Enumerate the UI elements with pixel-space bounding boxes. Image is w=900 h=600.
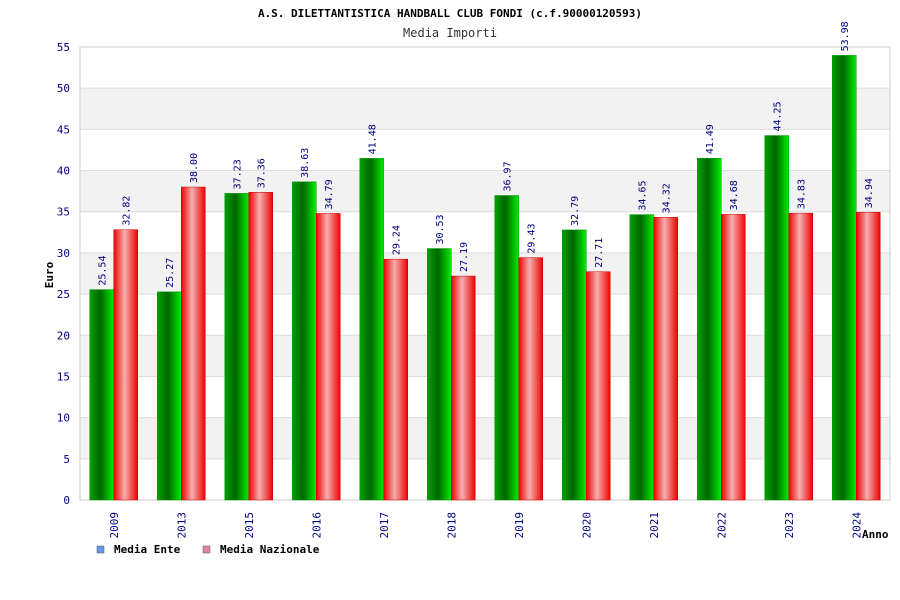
bar-media-nazionale-2022 [721,214,746,501]
value-label-media-ente-2023: 44.25 [773,101,784,131]
value-label-media-ente-2015: 37.23 [233,159,244,189]
grid [80,46,890,501]
value-label-media-nazionale-2013: 38.00 [189,153,200,183]
value-label-media-ente-2022: 41.49 [705,124,716,154]
bar-media-ente-2009 [89,289,114,501]
bar-media-ente-2023 [764,135,789,501]
y-tick-label: 0 [63,494,70,507]
value-label-media-nazionale-2023: 34.83 [797,179,808,209]
y-axis-title: Euro [43,261,56,288]
legend-label-media-ente: Media Ente [114,543,181,556]
value-label-media-nazionale-2024: 34.94 [864,178,875,208]
bar-media-nazionale-2013 [181,186,206,501]
value-label-media-ente-2017: 41.48 [368,124,379,154]
bar-media-ente-2019 [494,195,519,501]
value-label-media-nazionale-2018: 27.19 [459,242,470,272]
bar-media-nazionale-2018 [451,275,476,501]
x-tick-label-2019: 2019 [513,512,526,539]
bar-media-nazionale-2020 [586,271,611,501]
value-label-media-ente-2019: 36.97 [503,161,514,191]
legend-swatch-media-nazionale [202,545,211,554]
x-tick-label-2015: 2015 [243,512,256,539]
value-label-media-nazionale-2009: 32.82 [122,196,133,226]
value-label-media-nazionale-2022: 34.68 [729,180,740,210]
plot-frame [79,46,891,501]
value-labels: 25.54 32.82 25.27 38.00 37.23 37.36 38.63 34.79… [98,21,876,288]
legend-swatch-media-ente [96,545,105,554]
y-tick-label: 55 [57,41,70,54]
y-tick-label: 40 [57,165,70,178]
y-tick-label: 50 [57,82,70,95]
bar-media-ente-2024 [832,55,857,501]
bar-media-ente-2016 [292,181,317,501]
x-tick-label-2017: 2017 [378,512,391,539]
bar-media-ente-2017 [359,158,384,501]
value-label-media-ente-2021: 34.65 [638,181,649,211]
value-label-media-nazionale-2019: 29.43 [527,223,538,253]
value-label-media-nazionale-2021: 34.32 [662,183,673,213]
bar-media-ente-2015 [224,193,249,501]
x-tick-label-2021: 2021 [648,512,661,539]
bar-media-nazionale-2017 [383,258,408,501]
bar-media-nazionale-2023 [788,212,813,501]
chart-subtitle: Media Importi [403,26,497,40]
value-label-media-nazionale-2020: 27.71 [594,238,605,268]
x-tick-label-2020: 2020 [580,512,593,539]
value-label-media-ente-2020: 32.79 [570,196,581,226]
y-axis: 0 5 10 15 20 25 30 35 40 45 50 55 [57,41,891,507]
bar-media-ente-2013 [157,291,182,501]
value-label-media-nazionale-2015: 37.36 [257,158,268,188]
value-label-media-ente-2024: 53.98 [840,21,851,51]
bar-media-nazionale-2019 [518,257,543,501]
bar-media-nazionale-2016 [316,213,341,501]
x-tick-label-2016: 2016 [310,512,323,539]
bar-media-ente-2018 [427,248,452,501]
y-tick-label: 5 [63,453,70,466]
value-label-media-nazionale-2017: 29.24 [392,225,403,255]
bar-media-nazionale-2009 [113,229,138,501]
y-tick-label: 35 [57,206,70,219]
x-tick-label-2013: 2013 [175,512,188,539]
value-label-media-ente-2016: 38.63 [300,148,311,178]
bars [89,55,881,501]
bar-media-nazionale-2021 [653,217,678,501]
x-tick-label-2023: 2023 [783,512,796,539]
y-tick-label: 10 [57,412,70,425]
bar-media-ente-2020 [562,229,587,501]
value-label-media-ente-2013: 25.27 [165,258,176,288]
x-tick-label-2018: 2018 [445,512,458,539]
bar-media-ente-2021 [629,214,654,501]
x-tick-label-2022: 2022 [715,512,728,539]
grid-band [80,252,890,295]
x-tick-label-2024: 2024 [850,512,863,539]
bar-media-nazionale-2015 [248,192,273,501]
chart-title: A.S. DILETTANTISTICA HANDBALL CLUB FONDI… [258,7,642,20]
value-label-media-ente-2009: 25.54 [98,256,109,286]
legend-label-media-nazionale: Media Nazionale [220,543,320,556]
grid-band [80,88,890,130]
x-axis-title: Anno [862,528,889,541]
y-tick-label: 30 [57,247,70,260]
y-tick-label: 25 [57,288,70,301]
grid-band [80,417,890,459]
y-tick-label: 45 [57,123,70,136]
y-tick-label: 20 [57,329,70,342]
x-tick-label-2009: 2009 [108,512,121,539]
value-label-media-ente-2018: 30.53 [435,214,446,244]
value-label-media-nazionale-2016: 34.79 [324,179,335,209]
x-axis: 2009 2013 2015 2016 2017 2018 2019 2020 2021 2022… [108,512,864,539]
bar-media-nazionale-2024 [856,211,881,501]
legend: Media Ente Media Nazionale [96,543,320,556]
grid-band [80,170,890,212]
grid-band [80,335,890,377]
bar-media-ente-2022 [697,158,722,501]
y-tick-label: 15 [57,370,70,383]
